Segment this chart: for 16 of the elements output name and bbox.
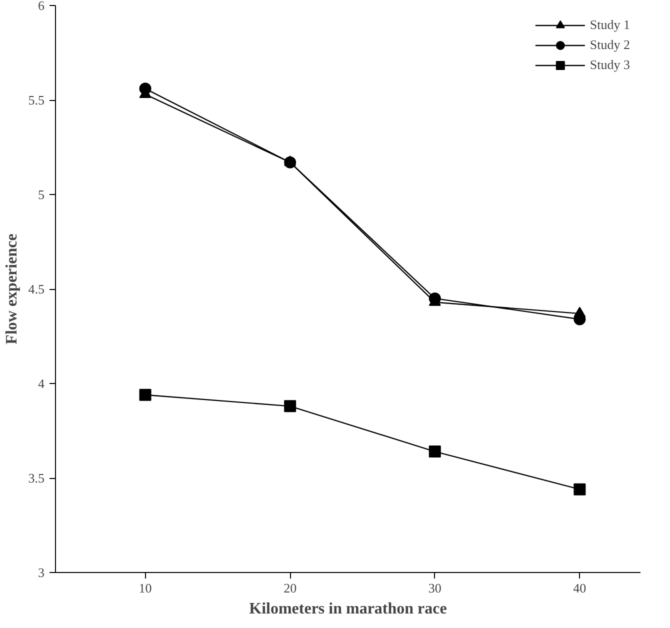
y-tick-label: 6	[38, 0, 45, 13]
y-tick-label: 4	[38, 376, 45, 391]
x-tick-label: 30	[428, 580, 442, 596]
legend-label: Study 2	[590, 37, 630, 53]
legend-label: Study 1	[590, 17, 630, 33]
x-axis-title: Kilometers in marathon race	[249, 600, 447, 618]
x-tick-label: 10	[138, 580, 152, 596]
y-tick-label: 3.5	[28, 470, 44, 486]
x-tick-label: 20	[284, 580, 297, 596]
x-tick-label: 40	[573, 580, 586, 596]
y-tick-label: 5	[38, 187, 44, 202]
y-axis-title: Flow experience	[3, 234, 20, 344]
y-tick-label: 4.5	[28, 282, 44, 296]
legend-label: Study 3	[590, 57, 630, 73]
y-tick-label: 3	[38, 565, 44, 580]
y-tick-label: 5.5	[28, 92, 44, 108]
